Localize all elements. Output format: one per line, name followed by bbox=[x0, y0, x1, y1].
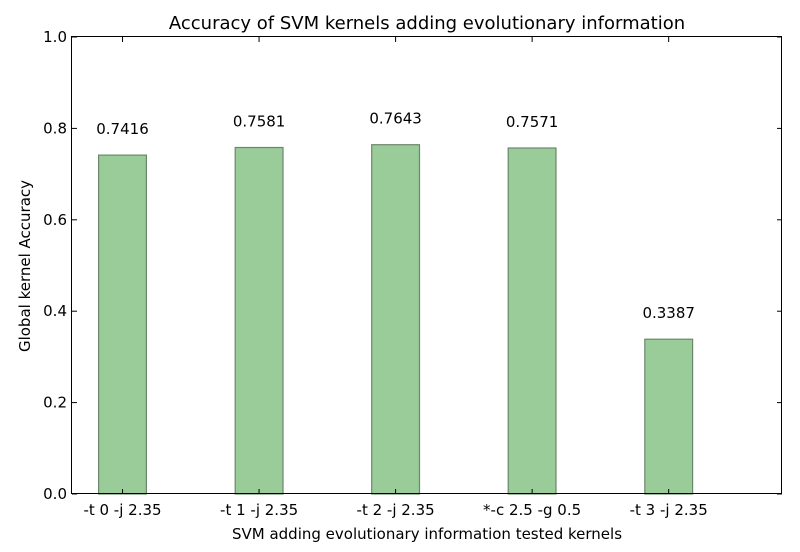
bar-value-label: 0.7416 bbox=[96, 120, 149, 138]
data-labels-group: 0.7416 0.7581 0.7643 0.7571 0.3387 bbox=[96, 110, 695, 323]
bar-value-label: 0.7581 bbox=[233, 113, 286, 131]
chart-title: Accuracy of SVM kernels adding evolution… bbox=[169, 13, 685, 34]
y-tick-label: 0.0 bbox=[43, 485, 67, 503]
x-tick-label: *-c 2.5 -g 0.5 bbox=[483, 501, 581, 519]
y-axis-label: Global kernel Accuracy bbox=[16, 180, 34, 352]
bar bbox=[97, 154, 147, 495]
y-tick-label: 0.6 bbox=[43, 211, 67, 229]
bar-value-label: 0.3387 bbox=[642, 304, 695, 322]
bar bbox=[507, 147, 557, 495]
y-axis: 0.0 0.2 0.4 0.6 0.8 1.0 bbox=[43, 28, 782, 503]
bar-value-label: 0.7571 bbox=[506, 113, 559, 131]
x-tick-label: -t 1 -j 2.35 bbox=[220, 501, 298, 519]
x-tick-label: -t 2 -j 2.35 bbox=[357, 501, 435, 519]
x-tick-label: -t 3 -j 2.35 bbox=[630, 501, 708, 519]
x-tick-label: -t 0 -j 2.35 bbox=[83, 501, 161, 519]
bar bbox=[644, 338, 694, 495]
bar-value-label: 0.7643 bbox=[369, 110, 422, 128]
bar bbox=[371, 144, 421, 495]
y-tick-label: 0.2 bbox=[43, 394, 67, 412]
x-axis: -t 0 -j 2.35 -t 1 -j 2.35 -t 2 -j 2.35 *-c … bbox=[83, 37, 708, 519]
y-tick-label: 0.4 bbox=[43, 302, 67, 320]
y-tick-label: 1.0 bbox=[43, 28, 67, 46]
bars-group bbox=[97, 144, 694, 495]
plot-frame bbox=[71, 36, 782, 494]
bar bbox=[234, 146, 284, 495]
y-tick-label: 0.8 bbox=[43, 119, 67, 137]
x-axis-label: SVM adding evolutionary information test… bbox=[232, 525, 622, 543]
